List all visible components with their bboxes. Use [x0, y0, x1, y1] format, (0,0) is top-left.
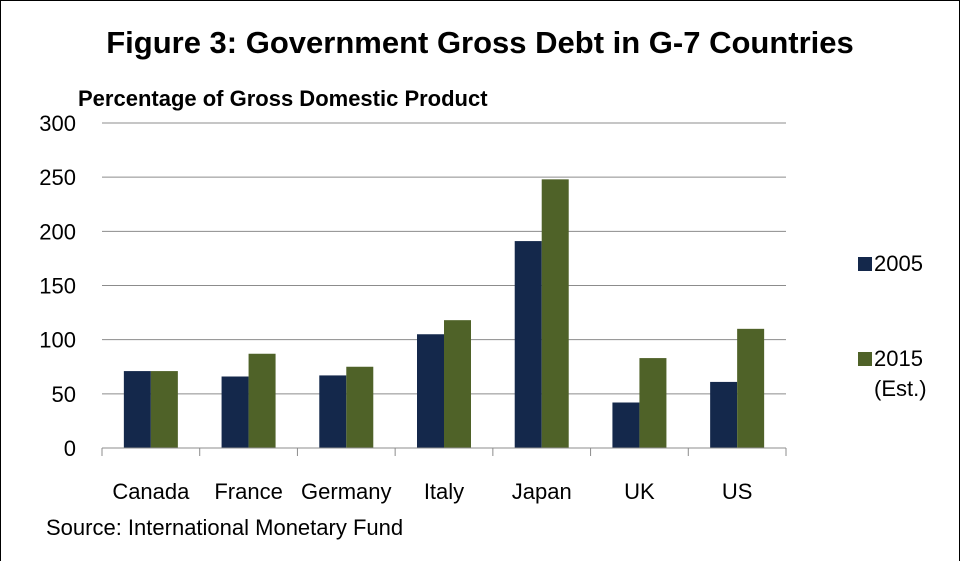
y-tick-labels: 0 50 100 150 200 250 300 [39, 111, 76, 461]
legend: 2005 2015 (Est.) [858, 251, 927, 401]
category-labels: Canada France Germany Italy Japan UK US [112, 479, 752, 504]
y-tick-label: 200 [39, 219, 76, 244]
x-tick-marks [101, 448, 787, 456]
category-label: Japan [512, 479, 572, 504]
legend-swatch-2005 [858, 257, 872, 271]
y-tick-label: 300 [39, 111, 76, 136]
bar-2005-france [221, 376, 249, 448]
category-label: Germany [301, 479, 391, 504]
bar-2015-canada [150, 371, 178, 448]
bar-2005-italy [417, 334, 444, 448]
bar-2005-canada [123, 371, 151, 448]
bar-2015-italy [444, 320, 471, 448]
legend-note-2015: (Est.) [874, 376, 927, 401]
bar-2015-france [248, 353, 276, 448]
y-tick-label: 150 [39, 274, 76, 299]
bar-2015-uk [639, 358, 667, 448]
category-label: US [722, 479, 753, 504]
bar-2005-japan [514, 241, 542, 448]
bar-2005-germany [319, 375, 347, 448]
y-tick-label: 0 [64, 436, 76, 461]
y-tick-label: 100 [39, 328, 76, 353]
legend-swatch-2015 [858, 352, 872, 366]
bar-2015-germany [346, 366, 374, 448]
y-tick-label: 250 [39, 165, 76, 190]
category-label: Canada [112, 479, 190, 504]
y-axis-label: Percentage of Gross Domestic Product [78, 86, 488, 111]
chart-title: Figure 3: Government Gross Debt in G-7 C… [106, 25, 854, 60]
bar-2005-uk [612, 402, 640, 448]
category-label: Italy [424, 479, 464, 504]
source-note: Source: International Monetary Fund [46, 515, 403, 540]
bar-2015-japan [541, 179, 569, 449]
y-tick-label: 50 [52, 382, 76, 407]
category-label: France [214, 479, 282, 504]
bars [123, 179, 765, 449]
category-label: UK [624, 479, 655, 504]
bar-2015-us [737, 328, 765, 448]
bar-2005-us [710, 381, 738, 448]
legend-label-2005: 2005 [874, 251, 923, 276]
legend-label-2015: 2015 [874, 346, 923, 371]
